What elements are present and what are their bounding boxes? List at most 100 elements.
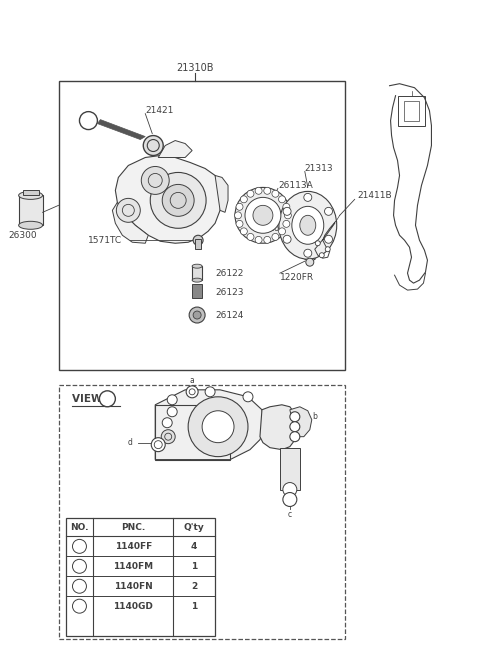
Text: A: A <box>85 116 92 125</box>
Circle shape <box>325 247 330 252</box>
Circle shape <box>264 187 271 195</box>
Circle shape <box>272 233 279 240</box>
Circle shape <box>189 307 205 323</box>
Bar <box>59 385 345 639</box>
Polygon shape <box>97 120 145 140</box>
Text: a: a <box>190 377 194 385</box>
Circle shape <box>167 395 177 405</box>
Text: NO.: NO. <box>70 523 89 532</box>
Circle shape <box>264 236 271 244</box>
Ellipse shape <box>192 264 202 268</box>
Text: d: d <box>77 602 82 610</box>
Text: VIEW: VIEW <box>72 394 107 403</box>
Text: A: A <box>104 394 110 403</box>
Ellipse shape <box>19 221 43 229</box>
Polygon shape <box>158 141 192 157</box>
Circle shape <box>72 579 86 593</box>
Circle shape <box>162 185 194 216</box>
Circle shape <box>150 172 206 229</box>
Polygon shape <box>155 390 265 460</box>
Circle shape <box>253 206 273 225</box>
Polygon shape <box>290 407 312 437</box>
Circle shape <box>193 311 201 319</box>
Text: 26300: 26300 <box>9 231 37 240</box>
Polygon shape <box>115 155 222 243</box>
Text: 1571TC: 1571TC <box>88 236 122 245</box>
Circle shape <box>162 418 172 428</box>
Text: 1220FR: 1220FR <box>280 272 314 282</box>
Polygon shape <box>215 176 228 212</box>
Text: d: d <box>128 438 133 447</box>
Bar <box>192 284 202 298</box>
Circle shape <box>283 235 291 243</box>
Text: 21421: 21421 <box>145 106 174 115</box>
Text: 21411B: 21411B <box>358 191 392 200</box>
Circle shape <box>278 228 286 235</box>
Ellipse shape <box>279 191 336 259</box>
Circle shape <box>144 136 163 155</box>
Polygon shape <box>19 195 43 225</box>
Text: 1: 1 <box>191 602 197 610</box>
Circle shape <box>272 190 279 197</box>
Text: 4: 4 <box>191 542 197 551</box>
Circle shape <box>283 203 290 210</box>
Text: c: c <box>77 582 82 591</box>
Text: 1140GD: 1140GD <box>113 602 153 610</box>
Text: 26124: 26124 <box>215 310 243 320</box>
Circle shape <box>290 432 300 441</box>
Text: 1: 1 <box>191 562 197 571</box>
Bar <box>192 266 202 280</box>
Text: 26112A: 26112A <box>268 224 302 233</box>
Circle shape <box>278 196 286 203</box>
Text: 26113A: 26113A <box>278 181 312 190</box>
Text: a: a <box>77 542 82 551</box>
Circle shape <box>235 212 241 219</box>
Text: PNC.: PNC. <box>121 523 145 532</box>
Polygon shape <box>260 405 298 449</box>
Text: 2: 2 <box>191 582 197 591</box>
Polygon shape <box>112 202 148 243</box>
Circle shape <box>240 228 247 235</box>
Circle shape <box>247 233 254 240</box>
Circle shape <box>284 212 291 219</box>
Circle shape <box>72 539 86 553</box>
Circle shape <box>151 438 165 452</box>
Text: 1140FM: 1140FM <box>113 562 154 571</box>
Circle shape <box>240 196 247 203</box>
Circle shape <box>255 187 262 195</box>
Circle shape <box>167 407 177 417</box>
Ellipse shape <box>292 206 324 244</box>
Circle shape <box>245 197 281 233</box>
Bar <box>404 101 420 121</box>
Circle shape <box>319 253 324 257</box>
Circle shape <box>72 599 86 613</box>
Circle shape <box>161 430 175 443</box>
Text: Q'ty: Q'ty <box>184 523 204 532</box>
Circle shape <box>247 190 254 197</box>
Circle shape <box>188 397 248 457</box>
Bar <box>59 81 345 370</box>
Bar <box>397 96 425 126</box>
Circle shape <box>283 208 291 215</box>
Circle shape <box>243 392 253 402</box>
Circle shape <box>72 559 86 573</box>
Circle shape <box>99 391 115 407</box>
Text: 26123: 26123 <box>215 288 243 297</box>
Circle shape <box>116 198 140 222</box>
Circle shape <box>202 411 234 443</box>
Circle shape <box>236 220 243 227</box>
Bar <box>155 405 230 460</box>
Circle shape <box>290 412 300 422</box>
Ellipse shape <box>300 215 316 235</box>
Circle shape <box>304 249 312 257</box>
Circle shape <box>315 241 320 246</box>
Text: b: b <box>312 412 317 421</box>
Circle shape <box>80 111 97 130</box>
Circle shape <box>235 187 291 243</box>
Text: 1140FF: 1140FF <box>115 542 152 551</box>
Circle shape <box>205 387 215 397</box>
Bar <box>23 191 38 195</box>
Text: b: b <box>77 562 82 571</box>
Circle shape <box>306 258 314 266</box>
Ellipse shape <box>19 191 43 199</box>
